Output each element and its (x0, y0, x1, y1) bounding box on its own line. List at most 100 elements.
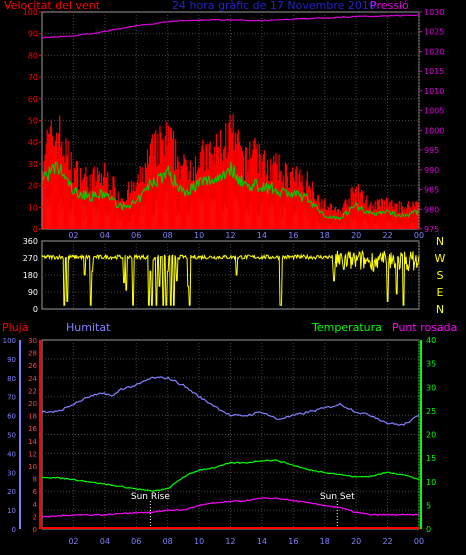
climate-time-tick: 08 (163, 537, 173, 546)
temperature-label: Temperatura (311, 321, 382, 334)
wind-speed-tick: 70 (28, 73, 38, 82)
humidity-line (41, 376, 420, 426)
wind-time-tick: 18 (320, 231, 330, 240)
sunset-label: Sun Set (320, 492, 355, 502)
humidity-tick: 50 (7, 432, 16, 440)
humidity-tick: 30 (7, 469, 16, 477)
pressure-axis: 975 980 985 990 995 1000 1005 1010 1015 1020 1025 1… (419, 8, 444, 234)
rain-tick: 2 (33, 513, 37, 521)
dewpoint-label: Punt rosada (392, 321, 457, 334)
humidity-tick: 40 (7, 450, 16, 458)
wind-time-tick: 08 (163, 231, 173, 240)
rain-tick: 12 (28, 450, 37, 458)
pressure-title: Pressió (370, 0, 409, 12)
climate-time-tick: 14 (257, 537, 267, 546)
temperature-tick: 30 (426, 383, 436, 392)
direction-degree-tick: 180 (23, 271, 38, 280)
climate-time-tick: 04 (100, 537, 110, 546)
rain-tick: 26 (28, 362, 37, 370)
wind-direction-line (41, 249, 420, 306)
compass-tick: N (436, 235, 444, 248)
pressure-tick: 1025 (424, 28, 444, 37)
pressure-tick: 1020 (424, 47, 444, 56)
rain-tick: 4 (33, 501, 38, 509)
rain-tick: 10 (28, 463, 37, 471)
wind-time-tick: 02 (68, 231, 78, 240)
temperature-tick: 35 (426, 360, 436, 369)
wind-speed-tick: 10 (28, 203, 38, 212)
pressure-tick: 985 (424, 186, 439, 195)
humidity-label: Humitat (66, 321, 111, 334)
dewpoint-series (41, 497, 420, 518)
humidity-tick: 80 (7, 375, 16, 383)
humidity-tick: 70 (7, 394, 16, 402)
rain-tick: 0 (33, 526, 37, 534)
rain-label: Pluja (2, 321, 28, 334)
compass-tick: S (437, 269, 444, 282)
climate-time-tick: 18 (320, 537, 330, 546)
wind-time-tick: 16 (288, 231, 298, 240)
wind-speed-tick: 80 (28, 51, 38, 60)
rain-tick: 22 (28, 387, 37, 395)
climate-time-axis: 02 04 06 08 10 12 14 16 18 20 22 00 (68, 537, 424, 546)
pressure-tick: 1005 (424, 107, 444, 116)
pressure-tick: 1030 (424, 8, 444, 17)
humidity-axis: 0 10 20 30 40 50 60 70 80 90 100 (3, 337, 21, 534)
rain-tick: 24 (28, 375, 37, 383)
temperature-tick: 10 (426, 478, 436, 487)
pressure-line (41, 14, 420, 39)
pressure-tick: 975 (424, 225, 439, 234)
humidity-tick: 100 (3, 337, 16, 345)
wind-speed-tick: 20 (28, 182, 38, 191)
compass-tick: E (437, 286, 444, 299)
humidity-tick: 90 (7, 356, 16, 364)
pressure-tick: 995 (424, 146, 439, 155)
temperature-series (41, 459, 420, 493)
wind-speed-tick: 0 (33, 225, 38, 234)
climate-time-tick: 12 (225, 537, 235, 546)
compass-tick: W (435, 252, 446, 265)
rain-tick: 16 (28, 425, 37, 433)
wind-time-tick: 20 (351, 231, 361, 240)
climate-time-tick: 16 (288, 537, 298, 546)
pressure-tick: 1015 (424, 67, 444, 76)
rain-tick: 20 (28, 400, 37, 408)
wind-speed-title: Velocitat del vent (4, 0, 101, 12)
climate-time-tick: 00 (414, 537, 424, 546)
wind-time-tick: 14 (257, 231, 267, 240)
temperature-line (41, 459, 420, 493)
pressure-tick: 980 (424, 205, 439, 214)
wind-speed-tick: 30 (28, 160, 38, 169)
wind-speed-axis: 0 10 20 30 40 50 60 70 80 90 100 (23, 8, 42, 234)
humidity-tick: 60 (7, 413, 16, 421)
rain-tick: 8 (33, 476, 37, 484)
climate-time-tick: 02 (68, 537, 78, 546)
wind-time-tick: 00 (414, 231, 424, 240)
temperature-tick: 25 (426, 407, 436, 416)
wind-speed-tick: 100 (23, 8, 38, 17)
rain-tick: 6 (33, 488, 38, 496)
humidity-tick: 0 (12, 526, 16, 534)
temperature-axis: 0 5 10 15 20 25 30 35 40 (420, 336, 436, 534)
wind-speed-tick: 60 (28, 95, 38, 104)
pressure-tick: 1000 (424, 126, 444, 135)
temperature-tick: 0 (426, 525, 431, 534)
dewpoint-line (41, 497, 420, 518)
temperature-tick: 15 (426, 454, 436, 463)
wind-speed-tick: 50 (28, 117, 38, 126)
rain-tick: 18 (28, 413, 37, 421)
climate-time-tick: 10 (194, 537, 204, 546)
climate-time-tick: 20 (351, 537, 361, 546)
humidity-tick: 20 (7, 488, 16, 496)
direction-degree-tick: 0 (33, 305, 38, 314)
temperature-tick: 5 (426, 501, 431, 510)
wind-time-tick: 22 (382, 231, 392, 240)
temperature-tick: 40 (426, 336, 436, 345)
rain-tick: 28 (28, 350, 37, 358)
direction-degree-tick: 270 (23, 254, 38, 263)
